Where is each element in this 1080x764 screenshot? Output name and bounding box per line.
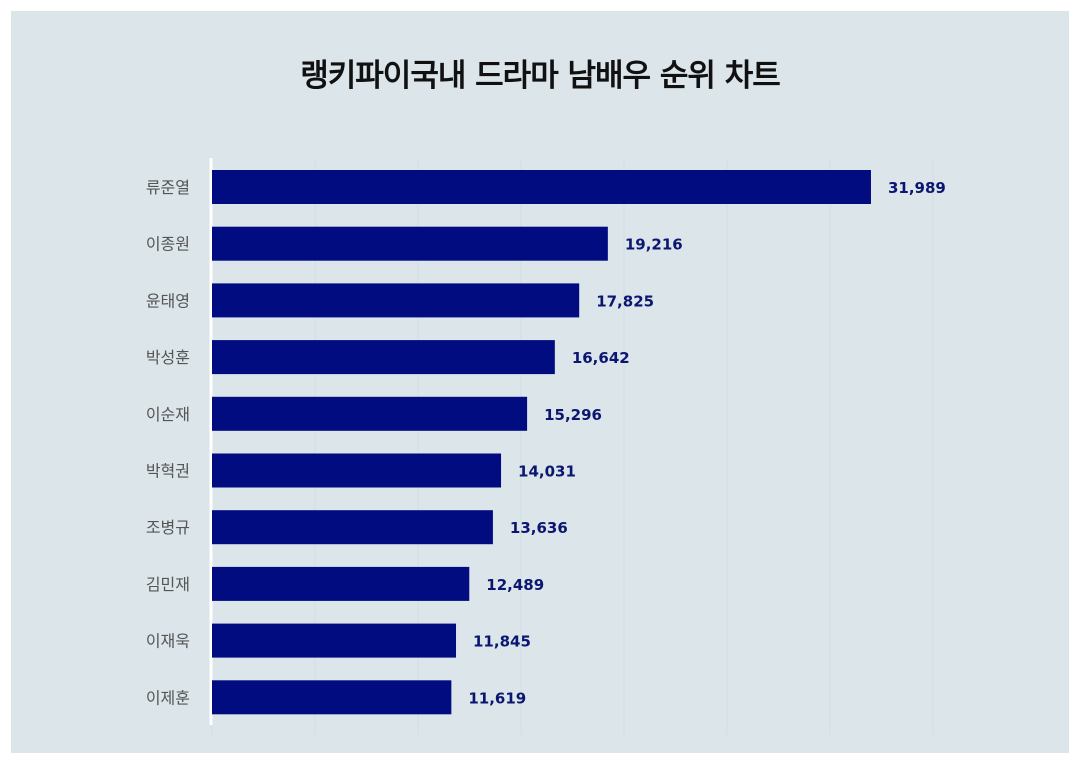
value-label: 11,619 [468, 689, 526, 707]
chart-background [11, 11, 1069, 753]
category-label: 박성훈 [146, 348, 190, 367]
bar [212, 510, 493, 545]
value-label: 19,216 [625, 236, 683, 254]
category-label: 이종원 [146, 235, 190, 254]
value-label: 14,031 [518, 463, 576, 481]
category-label: 김민재 [146, 575, 190, 594]
category-label: 이제훈 [146, 688, 190, 707]
chart-title: 랭키파이국내 드라마 남배우 순위 차트 [300, 58, 781, 94]
bar [212, 623, 457, 658]
category-label: 이재욱 [146, 632, 190, 651]
value-label: 31,989 [888, 179, 946, 197]
bar [212, 566, 470, 601]
value-label: 17,825 [596, 292, 654, 310]
category-label: 이순재 [146, 405, 190, 424]
value-label: 15,296 [544, 406, 602, 424]
bar [212, 680, 452, 715]
bar [212, 396, 528, 431]
bar [212, 283, 580, 318]
value-label: 12,489 [486, 576, 544, 594]
value-label: 11,845 [473, 633, 531, 651]
value-label: 16,642 [572, 349, 630, 367]
bar [212, 226, 608, 261]
category-label: 류준열 [146, 178, 190, 197]
bar [212, 340, 555, 375]
bar [212, 453, 502, 488]
category-label: 윤태영 [146, 291, 190, 310]
value-label: 13,636 [510, 519, 568, 537]
category-label: 박혁권 [146, 462, 190, 481]
category-label: 조병규 [146, 518, 190, 537]
bar [212, 170, 871, 204]
